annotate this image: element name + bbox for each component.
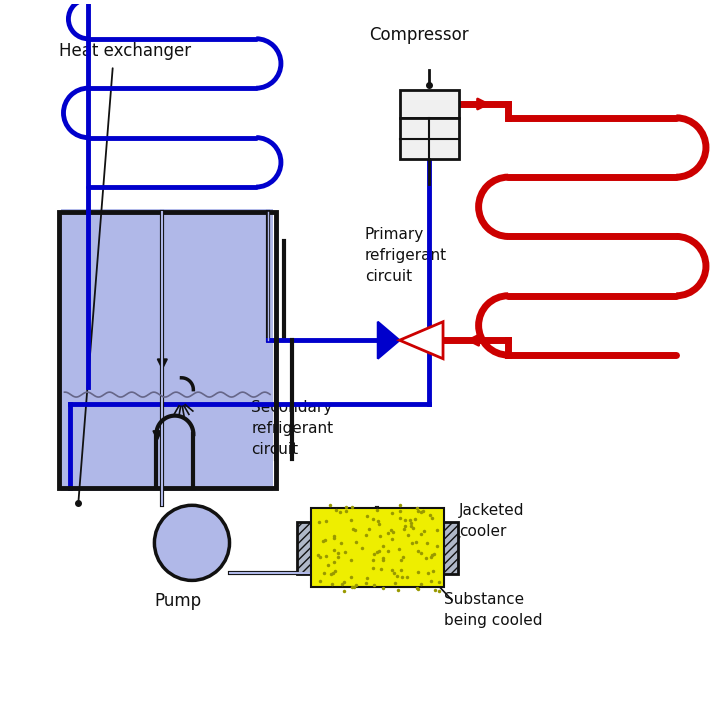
Bar (58, 212, 276, 488)
Bar (61, 209, 273, 492)
Polygon shape (400, 322, 443, 359)
Text: Primary
refrigerant
circuit: Primary refrigerant circuit (365, 227, 447, 284)
Text: Jacketed
cooler: Jacketed cooler (459, 503, 524, 539)
Polygon shape (378, 322, 400, 359)
Text: Substance
being cooled: Substance being cooled (444, 593, 542, 629)
Circle shape (154, 505, 230, 580)
Text: Pump: Pump (154, 593, 202, 611)
Text: Secondary
refrigerant
circuit: Secondary refrigerant circuit (251, 400, 333, 456)
Bar (400, 118, 459, 159)
Bar (61, 212, 273, 395)
Bar (400, 90, 459, 118)
Text: Compressor: Compressor (369, 26, 469, 44)
Text: Heat exchanger: Heat exchanger (58, 42, 191, 60)
Bar (297, 522, 458, 574)
Bar (310, 508, 444, 588)
